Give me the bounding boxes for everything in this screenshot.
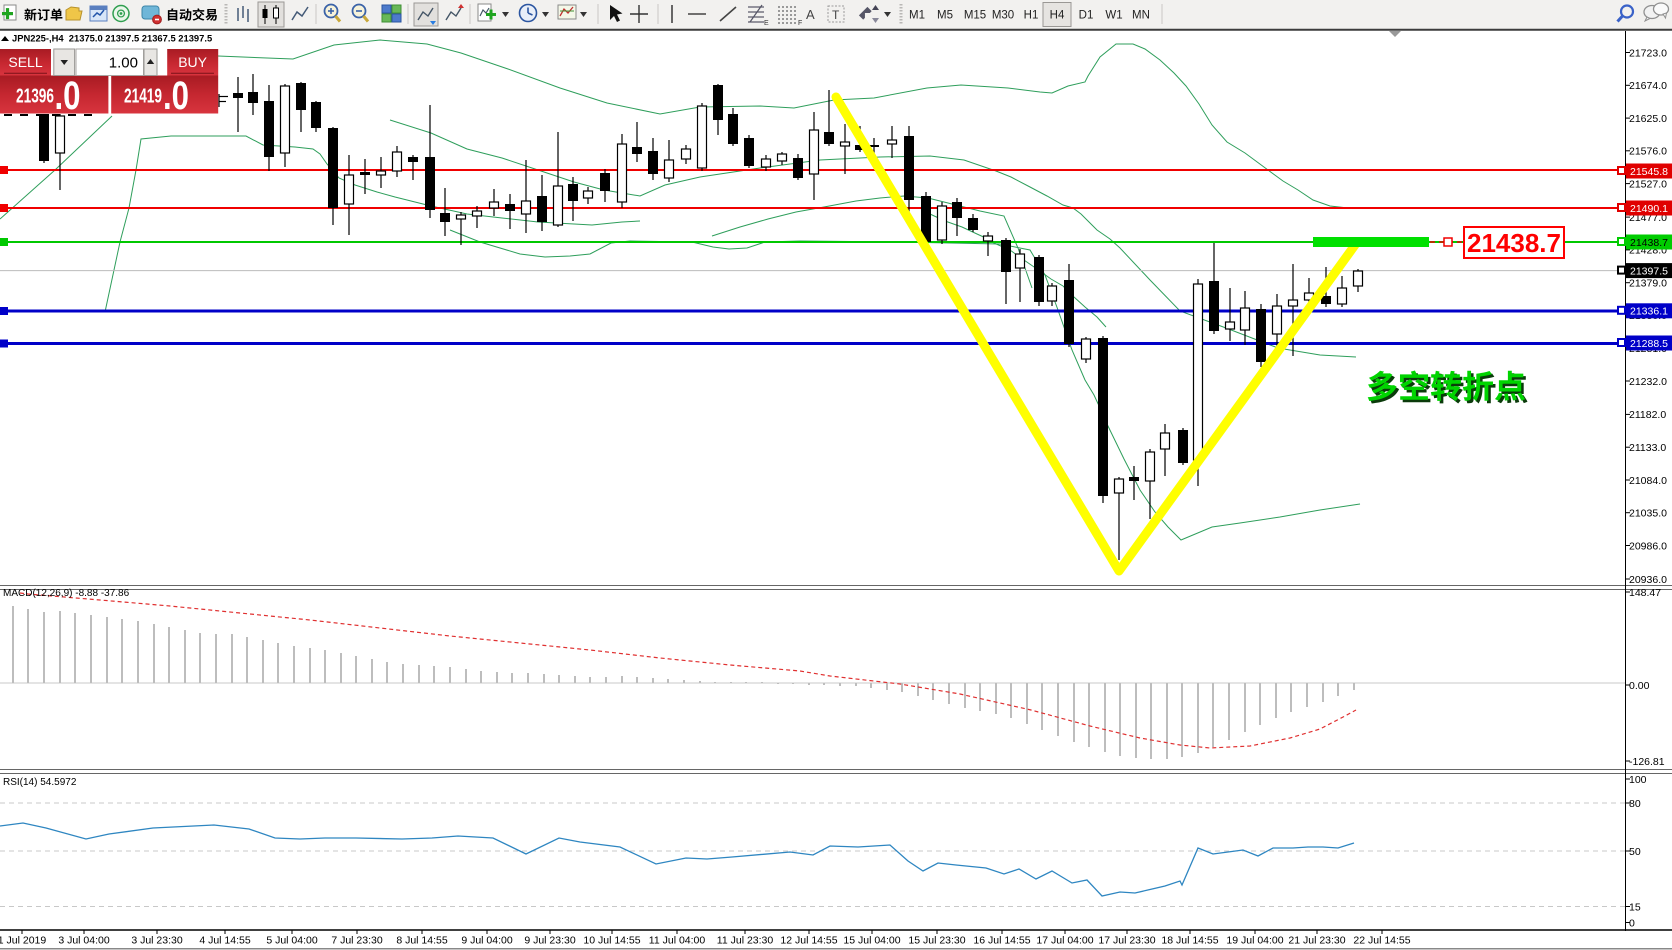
svg-text:100: 100 [1629,774,1647,786]
svg-text:17 Jul 04:00: 17 Jul 04:00 [1036,935,1093,947]
svg-text:22 Jul 14:55: 22 Jul 14:55 [1353,935,1410,947]
svg-text:21545.8: 21545.8 [1630,166,1668,178]
svg-text:8 Jul 14:55: 8 Jul 14:55 [396,935,448,947]
svg-text:20936.0: 20936.0 [1629,574,1667,586]
svg-text:50: 50 [1629,846,1641,858]
svg-text:21182.0: 21182.0 [1629,409,1666,421]
svg-text:21438.7: 21438.7 [1467,228,1561,258]
svg-text:15 Jul 23:30: 15 Jul 23:30 [908,935,965,947]
svg-text:21527.0: 21527.0 [1629,178,1667,190]
svg-text:D1: D1 [1079,10,1094,22]
svg-text:21419: 21419 [124,86,162,108]
svg-text:1.00: 1.00 [109,55,138,72]
svg-text:21576.0: 21576.0 [1629,146,1667,158]
svg-text:0.00: 0.00 [1629,680,1650,692]
svg-text:0: 0 [1629,917,1635,929]
svg-text:21035.0: 21035.0 [1629,508,1667,520]
svg-text:21490.1: 21490.1 [1630,203,1668,215]
svg-text:21396: 21396 [16,86,54,108]
svg-text:3 Jul 04:00: 3 Jul 04:00 [58,935,110,947]
svg-text:15 Jul 04:00: 15 Jul 04:00 [843,935,900,947]
svg-text:A: A [806,7,815,22]
svg-text:JPN225-,H4 21375.0 21397.5 21: JPN225-,H4 21375.0 21397.5 21367.5 21397… [12,33,212,44]
svg-text:M5: M5 [937,10,953,22]
svg-text:T: T [832,8,840,22]
svg-text:.0: .0 [55,74,81,114]
svg-text:148.47: 148.47 [1629,587,1661,599]
svg-text:F: F [798,20,802,27]
svg-text:SELL: SELL [8,54,42,70]
svg-text:3 Jul 23:30: 3 Jul 23:30 [131,935,183,947]
svg-text:18 Jul 14:55: 18 Jul 14:55 [1161,935,1218,947]
svg-text:H1: H1 [1024,10,1039,22]
svg-text:H4: H4 [1050,10,1065,22]
svg-text:9 Jul 04:00: 9 Jul 04:00 [461,935,513,947]
svg-text:11 Jul 04:00: 11 Jul 04:00 [649,935,706,947]
svg-text:E: E [764,20,769,27]
svg-text:M1: M1 [909,10,925,22]
svg-text:1 Jul 2019: 1 Jul 2019 [0,935,46,947]
svg-text:-126.81: -126.81 [1629,756,1665,768]
svg-text:19 Jul 04:00: 19 Jul 04:00 [1226,935,1283,947]
svg-text:17 Jul 23:30: 17 Jul 23:30 [1098,935,1155,947]
svg-text:21133.0: 21133.0 [1629,442,1666,454]
svg-text:21625.0: 21625.0 [1629,113,1667,125]
svg-text:9 Jul 23:30: 9 Jul 23:30 [524,935,576,947]
svg-text:10 Jul 14:55: 10 Jul 14:55 [583,935,640,947]
svg-text:MN: MN [1132,10,1150,22]
svg-text:12 Jul 14:55: 12 Jul 14:55 [780,935,837,947]
svg-text:21084.0: 21084.0 [1629,475,1667,487]
svg-text:M15: M15 [964,10,986,22]
svg-text:15: 15 [1629,901,1641,913]
svg-text:21438.7: 21438.7 [1630,237,1668,249]
svg-text:5 Jul 04:00: 5 Jul 04:00 [266,935,318,947]
svg-text:BUY: BUY [178,54,207,70]
svg-text:W1: W1 [1105,10,1122,22]
svg-text:4 Jul 14:55: 4 Jul 14:55 [199,935,251,947]
svg-text:16 Jul 14:55: 16 Jul 14:55 [973,935,1030,947]
svg-text:MACD(12,26,9) -8.88 -37.86: MACD(12,26,9) -8.88 -37.86 [3,588,130,599]
svg-text:21397.5: 21397.5 [1630,265,1668,277]
svg-text:21379.0: 21379.0 [1629,278,1667,290]
svg-text:21723.0: 21723.0 [1629,47,1667,59]
svg-text:21674.0: 21674.0 [1629,80,1667,92]
svg-text:21336.1: 21336.1 [1630,306,1668,318]
svg-text:21 Jul 23:30: 21 Jul 23:30 [1288,935,1345,947]
svg-text:21232.0: 21232.0 [1629,376,1667,388]
svg-text:M30: M30 [992,10,1014,22]
svg-text:7 Jul 23:30: 7 Jul 23:30 [331,935,383,947]
svg-text:21288.5: 21288.5 [1630,338,1668,350]
svg-text:.0: .0 [163,74,189,114]
svg-text:RSI(14) 54.5972: RSI(14) 54.5972 [3,777,77,788]
svg-text:80: 80 [1629,798,1641,810]
svg-text:20986.0: 20986.0 [1629,540,1667,552]
svg-text:11 Jul 23:30: 11 Jul 23:30 [717,935,774,947]
